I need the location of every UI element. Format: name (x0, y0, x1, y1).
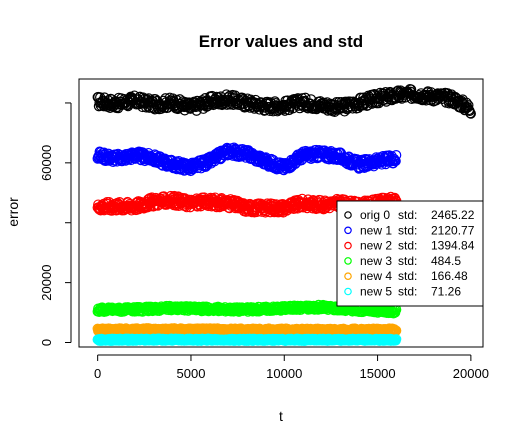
legend-item: new 3 std: 484.5 (344, 254, 461, 268)
data-point (444, 90, 455, 101)
legend-label: new 4 (360, 269, 392, 283)
legend-marker (344, 272, 352, 281)
data-point (391, 334, 402, 345)
x-tick-label: 5000 (177, 366, 206, 381)
legend-label: orig 0 (360, 208, 390, 222)
data-point (458, 99, 470, 110)
x-tick-label: 15000 (359, 366, 395, 381)
legend-std-value: 1394.84 (431, 239, 475, 253)
legend-marker (344, 211, 352, 219)
legend-label: new 1 (360, 223, 392, 237)
legend-item: new 1 std: 2120.77 (344, 223, 475, 237)
legend-std-label: std: (398, 269, 417, 283)
legend-std-value: 2120.77 (431, 223, 475, 237)
y-tick-label: 0 (39, 339, 54, 346)
legend-label: new 3 (360, 254, 392, 268)
legend-marker (344, 257, 352, 265)
x-axis-label: t (279, 408, 283, 424)
legend-std-label: std: (398, 223, 417, 237)
y-axis-label: error (5, 197, 21, 227)
legend-std-label: std: (398, 239, 417, 253)
legend-marker (344, 226, 352, 235)
legend-label: new 5 (360, 285, 392, 299)
series-new-1 (92, 142, 402, 177)
x-tick-label: 0 (94, 366, 101, 381)
data-point (465, 108, 476, 119)
series-new-5 (92, 333, 402, 346)
legend-box (336, 200, 484, 307)
x-axis: 0 5000 10000 15000 20000 (94, 354, 489, 381)
x-tick-label: 20000 (453, 366, 489, 381)
legend-label: new 2 (360, 239, 392, 253)
legend-item: orig 0 std: 2465.22 (344, 208, 475, 222)
legend-marker (344, 241, 352, 250)
y-axis: 0 20000 60000 (39, 102, 72, 346)
legend-marker (344, 287, 352, 296)
legend-item: new 4 std: 166.48 (344, 269, 468, 283)
y-tick-label: 20000 (39, 265, 54, 301)
data-point (390, 155, 401, 167)
legend-std-label: std: (398, 254, 417, 268)
series-new-2 (92, 190, 402, 218)
legend: orig 0 std: 2465.22 new 1 std: 2120.77 new 2 st… (336, 200, 484, 307)
data-point (391, 150, 402, 161)
legend-std-value: 71.26 (431, 285, 461, 299)
legend-std-label: std: (398, 285, 417, 299)
data-point (266, 153, 277, 165)
legend-std-label: std: (398, 208, 417, 222)
y-tick-label: 60000 (39, 145, 54, 181)
chart-title: Error values and std (199, 32, 363, 51)
legend-std-value: 166.48 (431, 269, 468, 283)
legend-std-value: 2465.22 (431, 208, 475, 222)
legend-std-value: 484.5 (431, 254, 461, 268)
legend-item: new 2 std: 1394.84 (344, 239, 475, 253)
x-tick-label: 10000 (266, 366, 302, 381)
legend-item: new 5 std: 71.26 (344, 285, 461, 299)
series-orig-0 (92, 83, 476, 119)
